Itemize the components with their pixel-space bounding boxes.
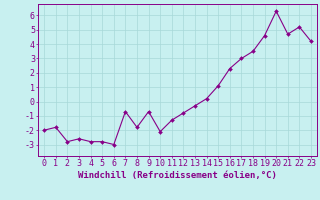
X-axis label: Windchill (Refroidissement éolien,°C): Windchill (Refroidissement éolien,°C) xyxy=(78,171,277,180)
